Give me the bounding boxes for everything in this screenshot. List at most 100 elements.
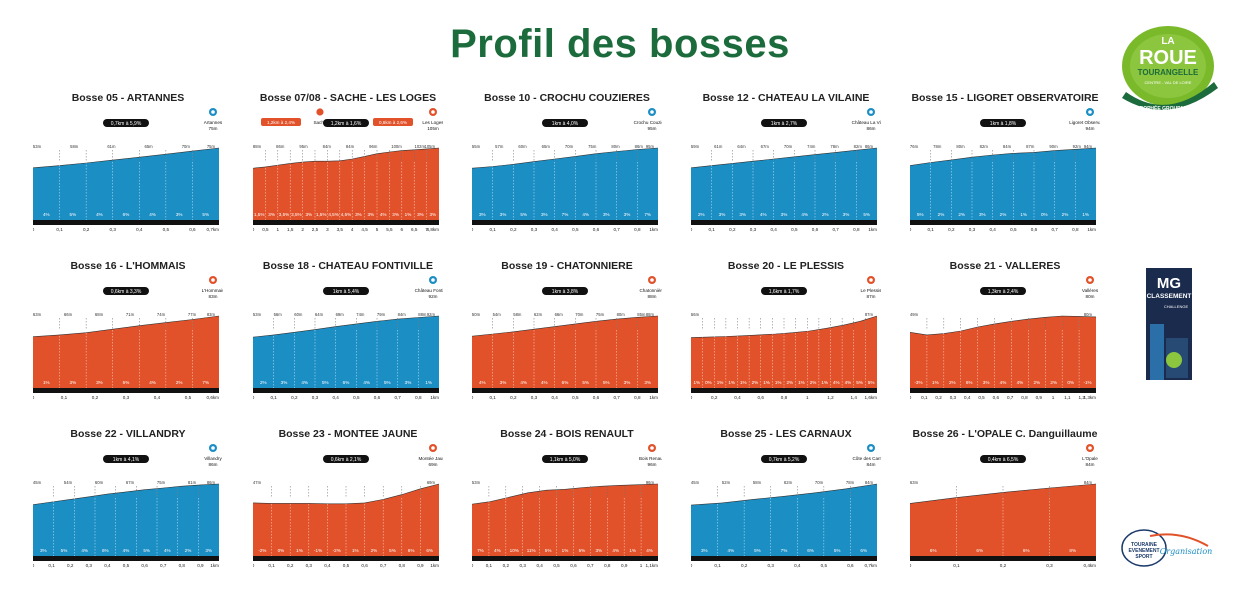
profile-title: Bosse 16 - L'HOMMAIS	[70, 260, 186, 272]
gradient-label: 1%	[763, 380, 770, 385]
gradient-label: 5%	[917, 212, 924, 217]
gradient-label: 3%	[205, 548, 212, 553]
km-label: 0,7	[394, 395, 401, 400]
km-bar	[691, 556, 877, 561]
gradient-label: 5%	[582, 380, 589, 385]
gradient-label: 2%	[949, 380, 956, 385]
km-label: 0,5	[185, 395, 192, 400]
km-label: 0,6km	[206, 395, 219, 400]
altitude-label: 56m	[274, 312, 283, 317]
summary-pill	[323, 119, 369, 127]
km-label: 1km	[868, 227, 877, 232]
km-label: 0,7	[587, 563, 594, 568]
km-label: 0,1	[489, 227, 496, 232]
altitude-label: 80m	[1084, 312, 1093, 317]
summary-pill	[761, 119, 807, 127]
km-label: 0,4	[794, 563, 801, 568]
altitude-label: 67m	[126, 480, 135, 485]
gradient-label: 4%	[1017, 380, 1024, 385]
km-label: 0,6	[593, 227, 600, 232]
gradient-label: 3%	[392, 212, 399, 217]
km-label: 0,3	[520, 563, 527, 568]
summit-altitude: 84m	[1086, 462, 1095, 467]
gradient-label: 4%	[1000, 380, 1007, 385]
km-bar	[472, 220, 658, 225]
km-label: 0	[910, 395, 912, 400]
altitude-label: 64m	[737, 144, 746, 149]
svg-text:TROPHÉE GROUPAMA: TROPHÉE GROUPAMA	[1137, 104, 1192, 112]
altitude-label: 75m	[157, 480, 166, 485]
elevation-area	[33, 148, 219, 220]
altitude-label: 60m	[95, 480, 104, 485]
gradient-label: 4%	[494, 548, 501, 553]
altitude-label: 75m	[588, 144, 597, 149]
km-label: 0,6	[189, 227, 196, 232]
altitude-label: 87m	[1026, 144, 1035, 149]
km-label: 0	[910, 227, 912, 232]
svg-text:SPORT: SPORT	[1135, 554, 1152, 560]
km-label: 0,3	[86, 563, 93, 568]
km-label: 1	[640, 563, 643, 568]
profile-title: Bosse 25 - LES CARNAUX	[720, 428, 852, 440]
summary-text: 0,7km à 5,2%	[769, 457, 800, 463]
gradient-label: 5%	[834, 548, 841, 553]
gradient-label: 4,5%	[328, 212, 338, 217]
gradient-label: 6%	[976, 548, 983, 553]
altitude-label: 54m	[64, 480, 73, 485]
altitude-label: 70m	[565, 144, 574, 149]
summit-altitude: 94m	[1086, 126, 1095, 131]
km-label: 0,7	[832, 227, 839, 232]
summit-name: Vallères	[1082, 288, 1099, 293]
altitude-label: 78m	[830, 144, 839, 149]
km-label: 0,3	[950, 395, 957, 400]
elevation-line	[910, 315, 1097, 336]
summary-text: 0,4km à 6,5%	[988, 457, 1019, 463]
summary-pill	[103, 287, 149, 295]
gradient-label: 7%	[644, 212, 651, 217]
altitude-label: 84m	[398, 312, 407, 317]
km-label: 0,1	[48, 563, 55, 568]
gradient-label: 7%	[477, 548, 484, 553]
km-label: 0,8	[1072, 227, 1079, 232]
profile-card: Bosse 12 - CHATEAU LA VILAINE 59m 61m 64m 67…	[691, 92, 881, 242]
profile-card: Bosse 16 - L'HOMMAIS 63m 66m 68m 71m 74m 77m 83…	[33, 260, 223, 410]
gradient-label: 2%	[1062, 212, 1069, 217]
km-label: 1,4	[851, 395, 858, 400]
gradient-label: 3%	[781, 212, 788, 217]
summary-text: 1,2km à 1,6%	[331, 121, 362, 127]
gradient-label: 2%	[1050, 380, 1057, 385]
elevation-line	[910, 147, 1097, 166]
km-bar	[691, 220, 877, 225]
km-label: 1,6km	[864, 395, 877, 400]
gradient-label: 1%	[693, 380, 700, 385]
profile-title: Bosse 05 - ARTANNES	[71, 92, 185, 104]
altitude-label: 64m	[315, 312, 324, 317]
altitude-label: 63m	[910, 480, 919, 485]
gradient-label: 1%	[352, 548, 359, 553]
gradient-label: -1%	[1083, 380, 1091, 385]
gradient-label: 3%	[70, 380, 77, 385]
km-label: 0,9	[1036, 395, 1043, 400]
km-label: 0,4	[770, 227, 777, 232]
elevation-area	[472, 148, 658, 220]
summary-text: 1,1km à 5,0%	[550, 457, 581, 463]
gradient-label: 10%	[510, 548, 519, 553]
altitude-label: 60m	[294, 312, 303, 317]
summit-name: Côte des Carnaux	[852, 456, 881, 461]
gradient-label: 1%	[821, 380, 828, 385]
altitude-label: 53m	[472, 480, 481, 485]
profile-card: Bosse 25 - LES CARNAUX 45m 52m 58m 62m 70m 78m…	[691, 428, 881, 578]
km-label: 0,5	[791, 227, 798, 232]
km-label: 0,1	[953, 563, 960, 568]
summit-name: Château Fontiville	[415, 288, 443, 293]
altitude-label: 66m	[64, 312, 73, 317]
km-label: 1,5	[287, 227, 294, 232]
altitude-label: 67m	[761, 144, 770, 149]
altitude-label: 56m	[691, 312, 700, 317]
gradient-label: -3%	[914, 380, 922, 385]
profile-title: Bosse 22 - VILLANDRY	[70, 428, 186, 440]
km-label: 0,1	[489, 395, 496, 400]
km-label: 0	[910, 563, 912, 568]
summit-altitude: 80m	[1086, 294, 1095, 299]
km-label: 2	[301, 227, 304, 232]
